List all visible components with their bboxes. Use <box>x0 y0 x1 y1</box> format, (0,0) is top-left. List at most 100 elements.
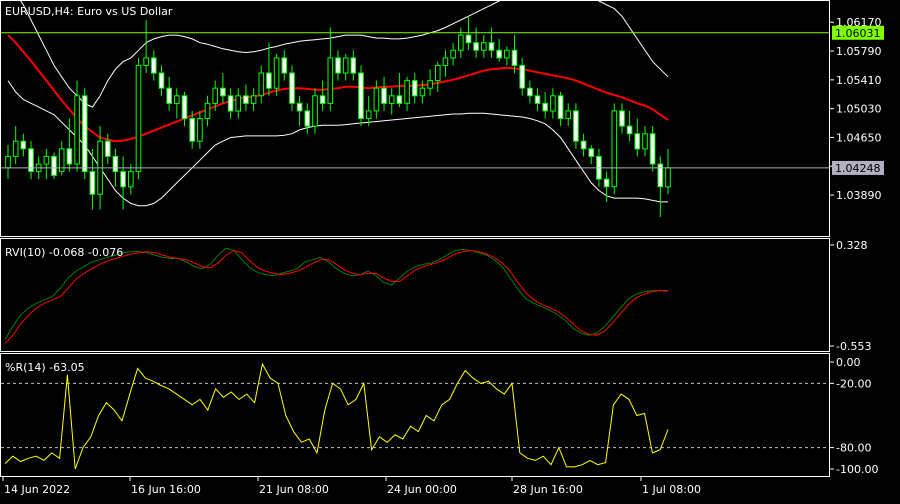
bear-candle-body <box>496 49 502 59</box>
candle <box>450 42 456 66</box>
candle <box>74 80 80 172</box>
wpr-line <box>4 362 669 470</box>
bear-candle-body <box>527 87 533 97</box>
time-axis-label: 24 Jun 00:00 <box>387 483 457 496</box>
bear-candle-body <box>580 140 587 150</box>
candle <box>258 65 265 104</box>
bull-candle-body <box>43 155 50 165</box>
bear-candle-body <box>181 95 188 120</box>
bear-candle-body <box>588 148 595 157</box>
upper-band-line <box>19 0 669 108</box>
candle <box>319 80 326 111</box>
candle <box>81 88 88 180</box>
candle <box>58 141 65 176</box>
wpr-axis-label: 0.00 <box>836 356 861 369</box>
bear-candle-body <box>89 171 96 195</box>
bull-candle-body <box>312 95 318 127</box>
bull-candle-body <box>565 110 572 120</box>
wpr-pane[interactable]: %R(14) -63.05 0.00 -20.00 -80.00 -100.00 <box>0 353 879 477</box>
candle <box>404 76 410 111</box>
candle <box>43 148 50 180</box>
bear-candle-body <box>381 87 387 104</box>
candle <box>66 118 73 172</box>
time-axis-label: 28 Jun 16:00 <box>513 483 583 496</box>
candle <box>419 80 426 104</box>
price-pane[interactable]: EURUSD,H4: Euro vs US Dollar 1.061701.05… <box>0 0 885 237</box>
bull-candle-body <box>419 87 426 97</box>
candle <box>649 126 656 172</box>
bear-candle-body <box>603 178 610 188</box>
bear-candle-body <box>519 64 526 89</box>
price-axis-label: 1.05410 <box>836 74 882 87</box>
candle <box>89 148 96 210</box>
candle <box>20 133 27 157</box>
price-pane-title: EURUSD,H4: Euro vs US Dollar <box>5 5 173 18</box>
bull-candle-body <box>197 118 203 142</box>
bear-candle-body <box>189 118 195 142</box>
wpr-line <box>4 362 669 470</box>
candle <box>312 88 318 134</box>
candle <box>174 88 180 119</box>
candle <box>212 80 218 111</box>
candle <box>642 126 648 157</box>
candle <box>481 35 487 58</box>
candle <box>350 50 357 81</box>
bull-candle-body <box>135 64 142 172</box>
bull-candle-body <box>365 110 372 120</box>
candle <box>342 54 349 81</box>
candle <box>227 88 234 119</box>
wpr-axis-label: -20.00 <box>836 377 871 390</box>
bear-candle-body <box>634 133 641 150</box>
candle <box>235 88 241 119</box>
bull-candle-body <box>373 87 380 112</box>
candle <box>519 57 526 96</box>
price-axis-label: 1.03890 <box>836 189 882 202</box>
rvi-pane[interactable]: RVI(10) -0.068 -0.076 0.328 -0.553 <box>0 238 872 354</box>
bear-candle-body <box>542 102 549 112</box>
candle <box>657 156 664 218</box>
bear-candle-body <box>66 148 73 165</box>
bull-candle-body <box>74 95 80 165</box>
time-axis-label: 21 Jun 08:00 <box>259 483 329 496</box>
bear-candle-body <box>350 57 357 74</box>
bull-candle-body <box>128 171 134 188</box>
moving-average <box>7 34 669 143</box>
price-pane-frame <box>0 0 830 237</box>
candle <box>335 50 341 81</box>
candle <box>603 171 610 202</box>
bear-candle-body <box>28 148 34 173</box>
bear-candle-body <box>266 72 272 89</box>
rvi-axis: 0.328 -0.553 <box>830 239 871 353</box>
lower-band-line <box>7 80 668 207</box>
candle <box>197 110 203 149</box>
price-axis-label: 1.05790 <box>836 45 882 58</box>
candle <box>565 103 572 127</box>
bull-candle-body <box>235 95 241 112</box>
bear-candle-body <box>511 49 518 66</box>
bull-candle-body <box>212 87 218 104</box>
bear-candle-body <box>112 155 119 173</box>
bear-candle-body <box>289 72 295 104</box>
bull-candle-body <box>204 102 211 120</box>
bear-candle-body <box>619 110 625 127</box>
time-axis-label: 1 Jul 08:00 <box>642 483 701 496</box>
candle <box>511 35 518 74</box>
bear-candle-body <box>657 163 664 188</box>
bull-candle-body <box>342 57 349 74</box>
high-price-tag: 1.06031 <box>832 25 884 40</box>
candle <box>166 76 172 111</box>
bull-candle-body <box>611 110 618 188</box>
candle <box>665 148 671 195</box>
candle <box>281 50 288 81</box>
candle <box>105 133 111 164</box>
candle <box>143 19 149 74</box>
bear-candle-body <box>626 125 633 135</box>
wpr-axis-label: -100.00 <box>836 463 878 476</box>
candle <box>365 95 372 127</box>
rvi-lines <box>4 247 669 344</box>
candle <box>504 46 510 66</box>
candle <box>181 91 188 127</box>
candle <box>327 27 334 111</box>
